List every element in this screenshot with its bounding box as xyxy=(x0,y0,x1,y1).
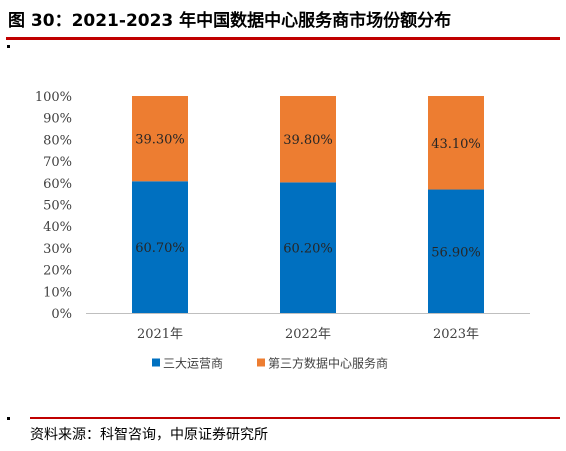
legend-swatch-series-2 xyxy=(257,358,265,367)
bar-segment-series-2 xyxy=(132,96,188,182)
data-label: 39.80% xyxy=(283,133,333,148)
y-tick-label: 90% xyxy=(43,112,72,127)
y-tick-label: 30% xyxy=(43,242,72,257)
title-rule xyxy=(6,37,560,40)
data-label: 60.20% xyxy=(283,242,333,257)
data-label: 56.90% xyxy=(431,245,481,260)
source-rule xyxy=(30,417,560,419)
bar-segment-series-2 xyxy=(280,96,336,183)
bullet-dot-bottom xyxy=(7,417,10,420)
bar-segment-series-1 xyxy=(280,182,336,313)
legend-label-series-1: 三大运营商 xyxy=(163,356,223,371)
y-tick-label: 50% xyxy=(43,199,72,214)
y-tick-label: 0% xyxy=(51,307,72,322)
y-tick-label: 60% xyxy=(43,177,72,192)
data-label: 60.70% xyxy=(135,241,185,256)
legend-label-series-2: 第三方数据中心服务商 xyxy=(268,356,388,371)
bar-segment-series-2 xyxy=(428,96,484,190)
y-tick-label: 70% xyxy=(43,155,72,170)
data-label: 39.30% xyxy=(135,133,185,148)
source-note: 资料来源：科智咨询，中原证券研究所 xyxy=(30,427,268,443)
x-tick-label: 2021年 xyxy=(137,327,183,342)
x-tick-label: 2022年 xyxy=(285,327,331,342)
figure-title: 图 30：2021-2023 年中国数据中心服务商市场份额分布 xyxy=(8,11,452,31)
data-label: 43.10% xyxy=(431,137,481,152)
bar-segment-series-1 xyxy=(428,189,484,313)
y-tick-label: 20% xyxy=(43,264,72,279)
y-tick-label: 10% xyxy=(43,285,72,300)
y-tick-label: 40% xyxy=(43,220,72,235)
bar-segment-series-1 xyxy=(132,181,188,313)
y-tick-label: 80% xyxy=(43,133,72,148)
legend-swatch-series-1 xyxy=(152,358,160,367)
x-tick-label: 2023年 xyxy=(433,327,479,342)
y-tick-label: 100% xyxy=(35,90,72,105)
bullet-dot-top xyxy=(7,45,10,48)
